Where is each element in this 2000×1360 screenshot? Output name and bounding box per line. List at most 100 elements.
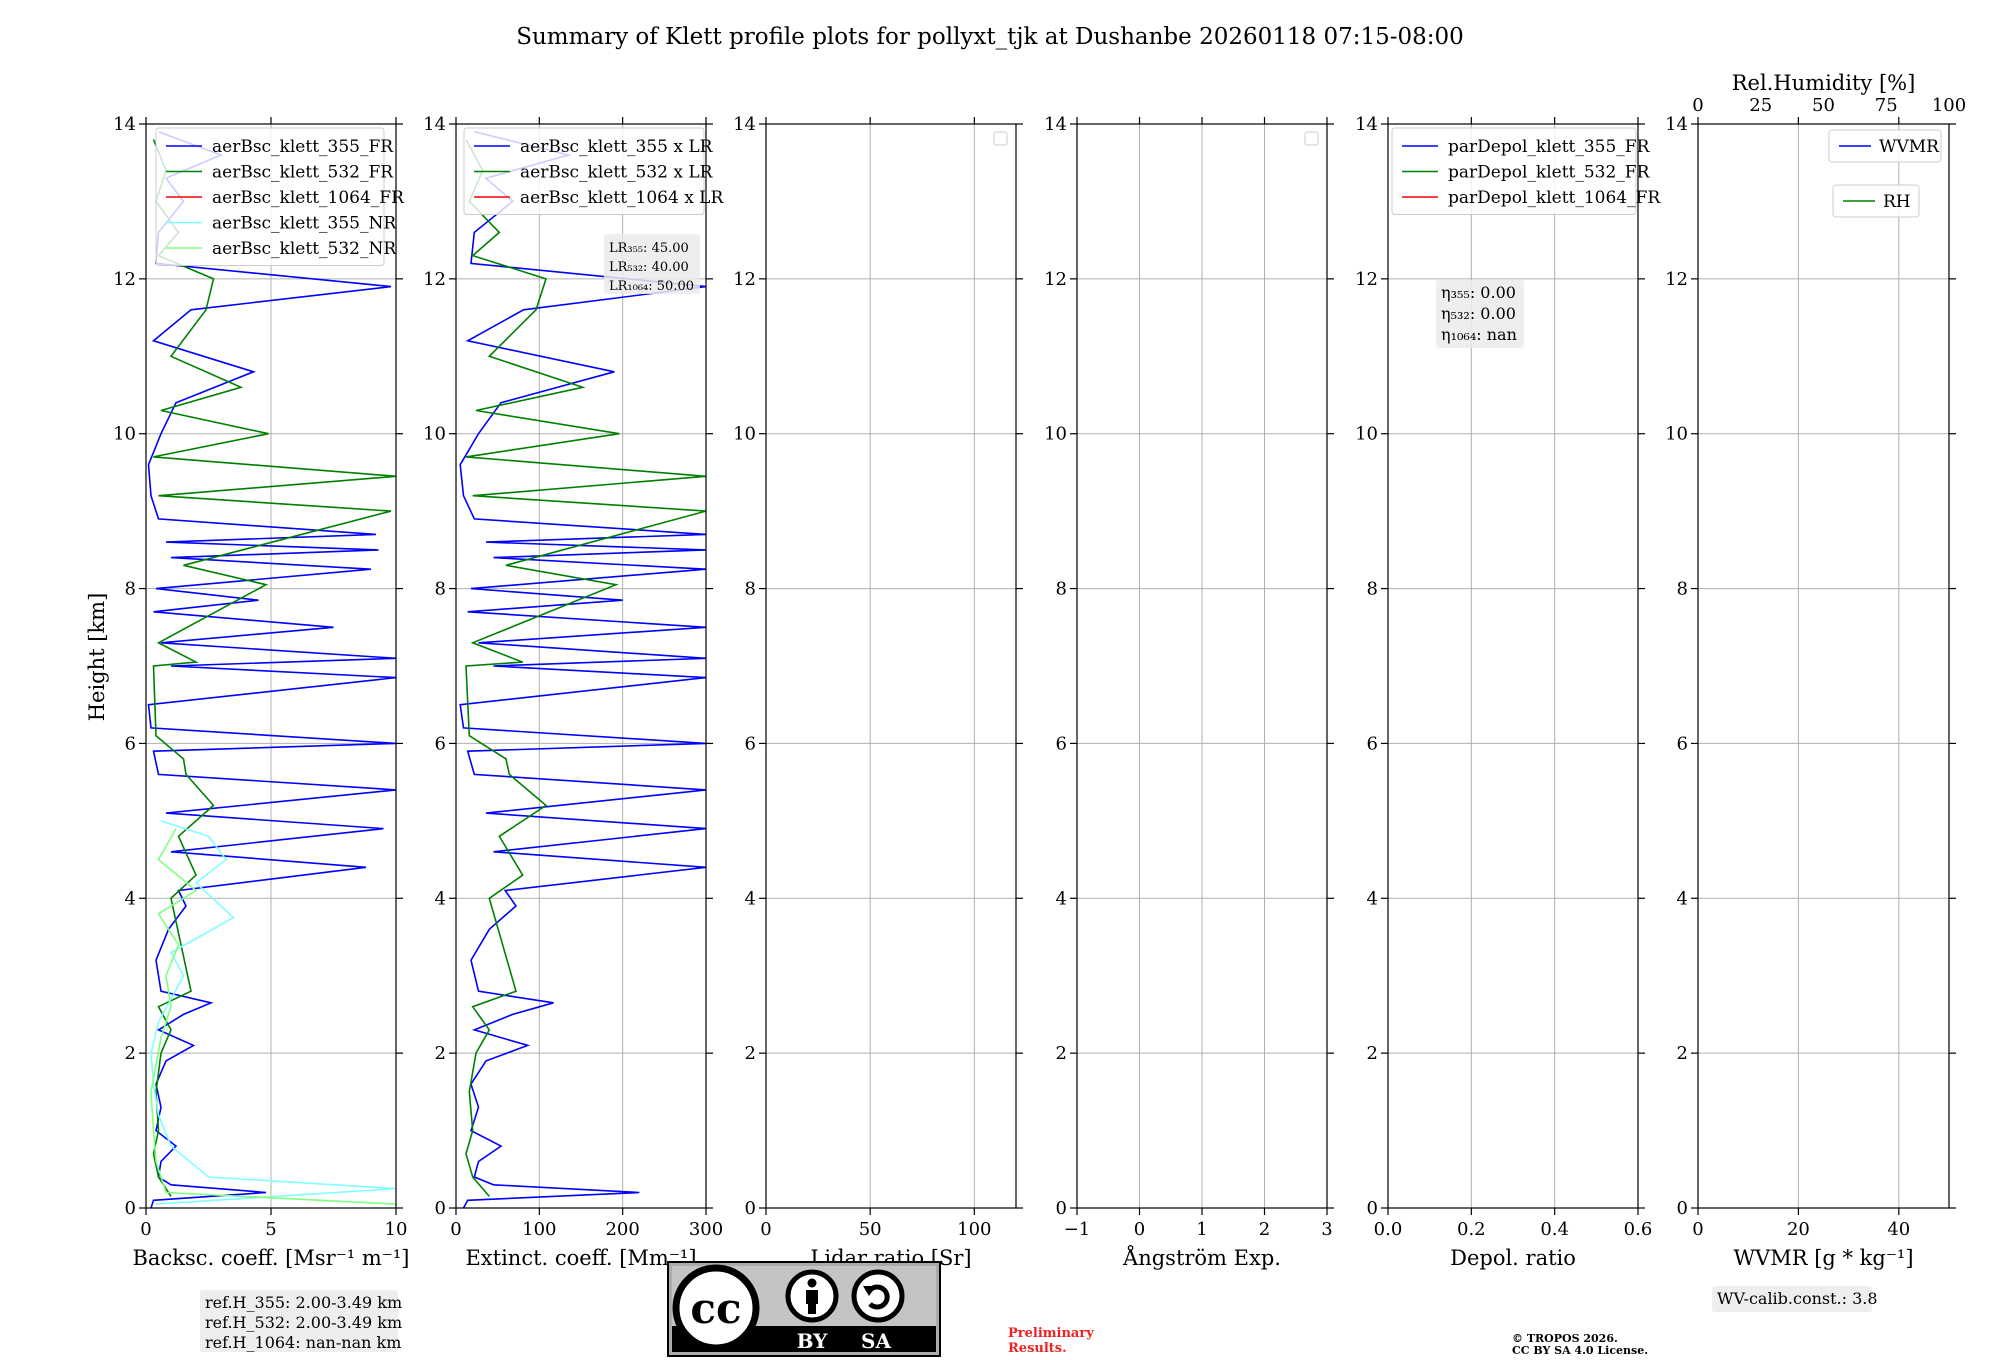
info-box: WV-calib.const.: 3.8 bbox=[1712, 1286, 1878, 1312]
legend-label: WVMR bbox=[1879, 137, 1940, 157]
series-line-aerbsc-klett-355-fr bbox=[147, 130, 396, 1208]
legend: parDepol_klett_355_FR parDepol_klett_532_… bbox=[1391, 127, 1661, 215]
series-line-aerbsc-klett-355-x-lr bbox=[459, 130, 706, 1208]
y-tick-label: 2 bbox=[1367, 1043, 1378, 1064]
y-tick-label: 4 bbox=[745, 888, 756, 909]
x-tick-label: 0.2 bbox=[1457, 1219, 1486, 1240]
y-tick-label: 0 bbox=[1056, 1198, 1067, 1219]
y-tick-label: 14 bbox=[113, 114, 136, 135]
y-tick-label: 10 bbox=[1044, 424, 1067, 445]
y-tick-label: 6 bbox=[435, 733, 446, 754]
y-tick-label: 10 bbox=[423, 424, 446, 445]
y-tick-label: 6 bbox=[1677, 733, 1688, 754]
y-tick-label: 6 bbox=[125, 733, 136, 754]
x-axis-label: Depol. ratio bbox=[1450, 1246, 1576, 1270]
y-tick-label: 12 bbox=[113, 269, 136, 290]
info-line: ref.H_1064: nan-nan km bbox=[205, 1333, 401, 1352]
y-tick-label: 14 bbox=[1044, 114, 1067, 135]
series-line-aerbsc-klett-532-fr bbox=[152, 139, 396, 1197]
x-tick-label: 200 bbox=[605, 1219, 639, 1240]
y-tick-label: 10 bbox=[733, 424, 756, 445]
preliminary-line-1: Preliminary bbox=[1008, 1326, 1094, 1341]
x-tick-label: 300 bbox=[689, 1219, 723, 1240]
x-axis-label: WVMR [g * kg⁻¹] bbox=[1733, 1246, 1913, 1270]
x-tick-label: 0.6 bbox=[1624, 1219, 1653, 1240]
y-tick-label: 2 bbox=[745, 1043, 756, 1064]
y-tick-label: 0 bbox=[1367, 1198, 1378, 1219]
legend-label: aerBsc_klett_355_FR bbox=[212, 137, 394, 157]
x-tick-label: 20 bbox=[1787, 1219, 1810, 1240]
panel-backscatter: 0 2 4 6 8 10 12 14 0 5 10 Backsc. coeff. [Msr⁻¹ m⁻¹… bbox=[113, 114, 409, 1352]
x-tick-label: 0.4 bbox=[1540, 1219, 1569, 1240]
y-tick-label: 8 bbox=[435, 579, 446, 600]
y-tick-label: 6 bbox=[1056, 733, 1067, 754]
y-tick-label: 4 bbox=[435, 888, 446, 909]
y-tick-label: 12 bbox=[1355, 269, 1378, 290]
legend: aerBsc_klett_355 x LR aerBsc_klett_532 x … bbox=[463, 127, 724, 215]
x-tick-label: 0 bbox=[450, 1219, 461, 1240]
y-tick-label: 2 bbox=[435, 1043, 446, 1064]
y-tick-label: 2 bbox=[1056, 1043, 1067, 1064]
info-line: η₅₃₂: 0.00 bbox=[1441, 304, 1516, 323]
y-tick-label: 0 bbox=[435, 1198, 446, 1219]
info-line: LR₁₀₆₄: 50.00 bbox=[609, 279, 694, 294]
top-x-tick-label: 25 bbox=[1749, 95, 1772, 116]
x-tick-label: 0.0 bbox=[1374, 1219, 1403, 1240]
legend-rh: RH bbox=[1832, 184, 1920, 218]
y-tick-label: 4 bbox=[125, 888, 136, 909]
x-tick-label: 40 bbox=[1887, 1219, 1910, 1240]
info-box: LR₃₅₅: 45.00 LR₅₃₂: 40.00 LR₁₀₆₄: 50.00 bbox=[604, 234, 700, 294]
y-tick-label: 2 bbox=[125, 1043, 136, 1064]
y-tick-label: 8 bbox=[745, 579, 756, 600]
empty-legend-box bbox=[993, 131, 1008, 146]
info-line: ref.H_532: 2.00-3.49 km bbox=[205, 1313, 402, 1332]
legend: aerBsc_klett_355_FR aerBsc_klett_532_FRae… bbox=[155, 127, 405, 266]
info-line: WV-calib.const.: 3.8 bbox=[1717, 1289, 1878, 1308]
panel-depolarization: 0 2 4 6 8 10 12 14 0.0 0.2 0.4 0.6 Depol. ratio parDe… bbox=[1355, 114, 1661, 1270]
y-tick-label: 8 bbox=[1367, 579, 1378, 600]
x-tick-label: 2 bbox=[1259, 1219, 1270, 1240]
figure-title: Summary of Klett profile plots for polly… bbox=[516, 24, 1464, 50]
cc-circle-icon bbox=[672, 1264, 760, 1352]
legend-label: parDepol_klett_355_FR bbox=[1448, 137, 1651, 157]
x-tick-label: 3 bbox=[1321, 1219, 1332, 1240]
x-tick-label: 0 bbox=[1134, 1219, 1145, 1240]
plot-frame bbox=[765, 123, 1017, 1209]
y-tick-label: 10 bbox=[1665, 424, 1688, 445]
y-tick-label: 12 bbox=[1665, 269, 1688, 290]
y-tick-label: 0 bbox=[1677, 1198, 1688, 1219]
x-tick-label: −1 bbox=[1064, 1219, 1091, 1240]
panel-extinction: 0 2 4 6 8 10 12 14 0 100 200 300 Extinct. coeff. [Mm… bbox=[423, 114, 724, 1270]
x-tick-label: 100 bbox=[522, 1219, 556, 1240]
x-tick-label: 0 bbox=[760, 1219, 771, 1240]
x-tick-label: 100 bbox=[957, 1219, 991, 1240]
copyright-line-1: © TROPOS 2026. bbox=[1512, 1332, 1618, 1345]
legend-label: parDepol_klett_532_FR bbox=[1448, 163, 1651, 183]
x-tick-label: 0 bbox=[140, 1219, 151, 1240]
y-tick-label: 6 bbox=[745, 733, 756, 754]
series-line-aerbsc-klett-532-x-lr bbox=[465, 139, 706, 1197]
sa-share-icon bbox=[851, 1269, 905, 1323]
series-line-aerbsc-klett-355-nr bbox=[150, 820, 396, 1205]
sa-label: SA bbox=[861, 1329, 891, 1353]
y-tick-label: 8 bbox=[1056, 579, 1067, 600]
y-tick-label: 2 bbox=[1677, 1043, 1688, 1064]
info-line: η₁₀₆₄: nan bbox=[1441, 325, 1517, 344]
y-tick-label: 4 bbox=[1367, 888, 1378, 909]
y-tick-label: 14 bbox=[1355, 114, 1378, 135]
y-tick-label: 8 bbox=[125, 579, 136, 600]
plot-frame bbox=[1387, 123, 1639, 1209]
y-tick-label: 14 bbox=[1665, 114, 1688, 135]
x-tick-label: 10 bbox=[385, 1219, 408, 1240]
top-x-tick-label: 75 bbox=[1875, 95, 1898, 116]
y-tick-label: 4 bbox=[1677, 888, 1688, 909]
x-axis-label: Ångström Exp. bbox=[1122, 1245, 1281, 1270]
x-tick-label: 5 bbox=[265, 1219, 276, 1240]
plot-frame bbox=[1697, 123, 1950, 1209]
legend-label: parDepol_klett_1064_FR bbox=[1448, 188, 1661, 208]
legend-label: aerBsc_klett_1064 x LR bbox=[520, 188, 724, 208]
cc-letters: cc bbox=[690, 1284, 741, 1333]
